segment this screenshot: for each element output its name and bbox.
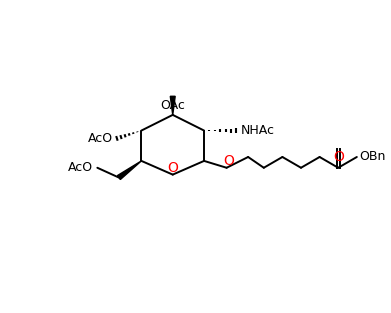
Text: OBn: OBn [359,151,385,163]
Text: NHAc: NHAc [240,124,274,137]
Text: O: O [333,150,344,164]
Text: OAc: OAc [160,99,185,112]
Text: O: O [223,154,234,168]
Polygon shape [117,161,142,180]
Text: O: O [167,161,178,175]
Text: AcO: AcO [88,132,113,145]
Text: AcO: AcO [68,161,93,174]
Polygon shape [170,96,175,115]
